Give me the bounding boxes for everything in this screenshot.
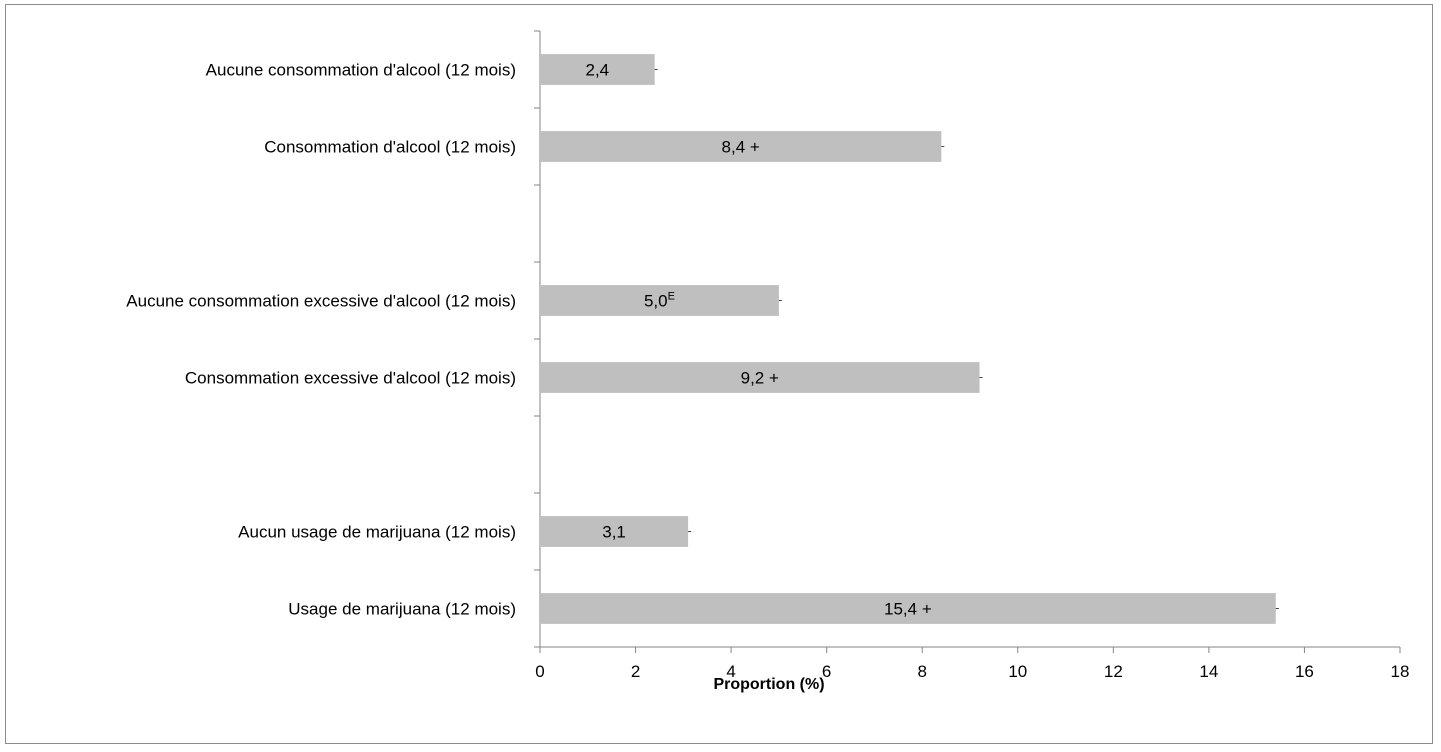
category-label: Aucune consommation excessive d'alcool (…: [126, 292, 516, 311]
x-tick-label: 8: [917, 662, 926, 681]
bar-value-suffix: +: [745, 138, 760, 157]
bar-value-label: 9,2 +: [741, 369, 779, 388]
chart-svg: 0 2 4 6 8 10 12 14 16 18 Aucune consommation d'alc…: [126, 30, 1409, 693]
bar-value-label: 8,4 +: [722, 138, 760, 157]
bar-value-number: 8,4: [722, 138, 746, 157]
bar: [540, 131, 942, 162]
bars-layer: [540, 54, 1279, 624]
x-tick-label: 10: [1008, 662, 1027, 681]
x-tick-label: 14: [1199, 662, 1218, 681]
bar-value-number: 2,4: [586, 61, 610, 80]
category-label: Consommation excessive d'alcool (12 mois…: [185, 369, 516, 388]
bar-value-suffix: +: [764, 369, 779, 388]
labels-layer: 0 2 4 6 8 10 12 14 16 18 Aucune consommation d'alc…: [126, 61, 1409, 682]
category-label: Aucune consommation d'alcool (12 mois): [206, 61, 516, 80]
bar-value-label: 15,4 +: [884, 600, 932, 619]
x-tick-label: 6: [822, 662, 831, 681]
x-tick-label: 16: [1295, 662, 1314, 681]
bar: [540, 54, 655, 85]
bar-value-suffix: +: [917, 600, 932, 619]
bar: [540, 516, 689, 547]
x-axis-title: Proportion (%): [713, 676, 824, 693]
bar: [540, 285, 779, 316]
bar-value-number: 15,4: [884, 600, 917, 619]
x-tick-label: 2: [631, 662, 640, 681]
x-tick-label: 18: [1391, 662, 1410, 681]
bar-value-superscript: E: [668, 291, 675, 303]
category-label: Aucun usage de marijuana (12 mois): [238, 523, 516, 542]
x-tick-label: 12: [1104, 662, 1123, 681]
category-label: Consommation d'alcool (12 mois): [264, 138, 516, 157]
axes-layer: [534, 30, 1401, 653]
bar-value-number: 5,0: [644, 292, 668, 311]
bar: [540, 362, 980, 393]
bar-value-label: 2,4: [586, 61, 610, 80]
category-label: Usage de marijuana (12 mois): [288, 600, 516, 619]
bar-value-label: 3,1: [602, 523, 626, 542]
bar-value-number: 9,2: [741, 369, 765, 388]
chart-frame: 0 2 4 6 8 10 12 14 16 18 Aucune consommation d'alc…: [5, 4, 1433, 744]
x-tick-label: 4: [726, 662, 735, 681]
bar-value-label: 5,0E: [644, 291, 675, 311]
bar-value-number: 3,1: [602, 523, 626, 542]
bar: [540, 593, 1276, 624]
x-tick-label: 0: [535, 662, 544, 681]
